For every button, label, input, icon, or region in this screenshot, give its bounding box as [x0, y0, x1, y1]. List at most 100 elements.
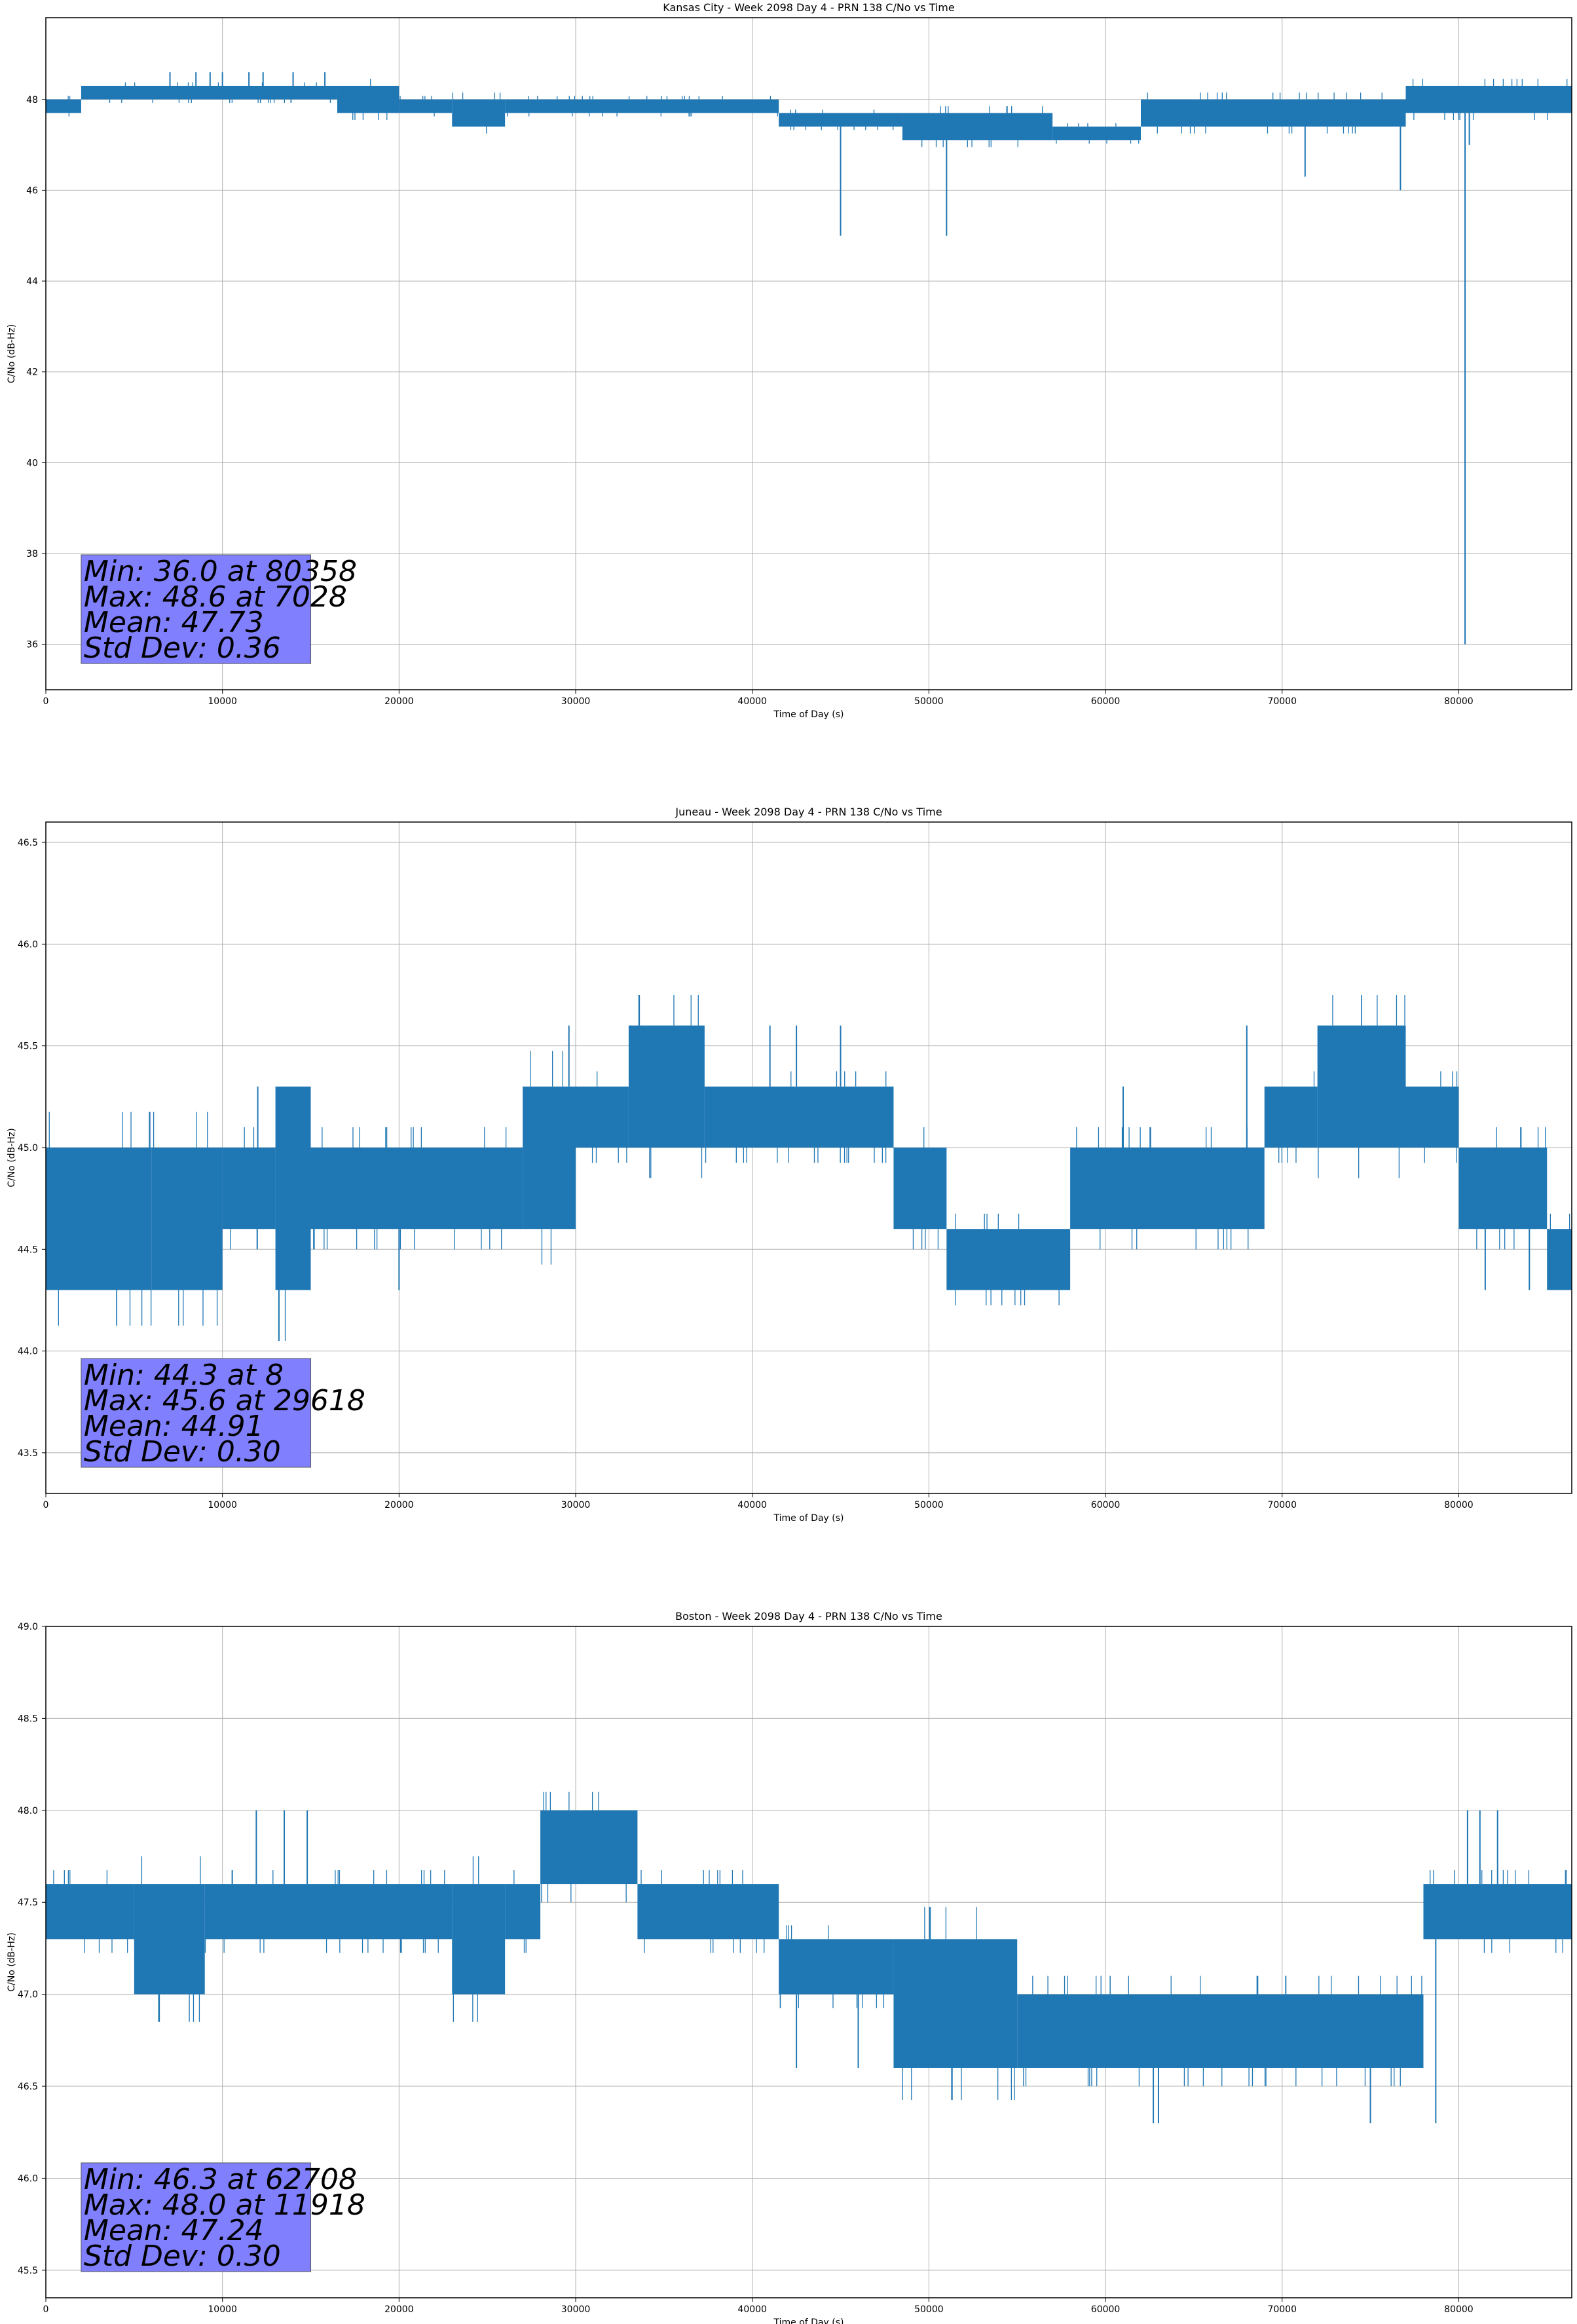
chart-0-band-8: [1052, 126, 1141, 141]
chart-0-series: [46, 72, 1572, 645]
chart-0-xtick-label: 50000: [914, 696, 944, 707]
chart-2-band-6: [637, 1884, 779, 1940]
chart-1-xtick-label: 20000: [384, 1500, 414, 1510]
chart-2-xtick-label: 10000: [208, 2304, 237, 2315]
chart-0-band-0: [46, 99, 81, 113]
chart-1-xtick-label: 0: [43, 1500, 49, 1510]
chart-2-ytick-label: 49.0: [18, 1622, 38, 1632]
chart-2-stats-box: [81, 2162, 312, 2272]
chart-0-xtick-label: 60000: [1091, 696, 1121, 707]
chart-0-ytick-label: 44: [26, 276, 38, 287]
chart-1-band-7: [628, 1025, 705, 1148]
chart-0-band-7: [902, 113, 1053, 141]
chart-0-xtick-label: 80000: [1444, 696, 1474, 707]
chart-1-xtick-label: 70000: [1267, 1500, 1297, 1510]
chart-0-band-10: [1405, 85, 1572, 113]
chart-0-xtick-label: 20000: [384, 696, 414, 707]
chart-1-title: Juneau - Week 2098 Day 4 - PRN 138 C/No …: [675, 806, 942, 818]
chart-1-band-17: [1547, 1229, 1572, 1290]
chart-1-band-11: [1070, 1147, 1106, 1229]
chart-1-xlabel: Time of Day (s): [773, 1513, 844, 1524]
chart-2-xtick-label: 20000: [384, 2304, 414, 2315]
chart-0-stats-line: Std Dev: 0.36: [84, 631, 281, 665]
chart-1-ytick-label: 46.5: [18, 838, 38, 848]
chart-2-xtick-label: 80000: [1444, 2304, 1474, 2315]
chart-2-xtick-label: 30000: [561, 2304, 591, 2315]
chart-1-band-15: [1405, 1086, 1459, 1148]
chart-0-frame: [45, 17, 1572, 690]
chart-2-band-3: [452, 1884, 506, 1995]
chart-2-stats-line: Mean: 47.24: [84, 2214, 264, 2247]
chart-1-band-8: [704, 1086, 894, 1148]
chart-2-xlabel: Time of Day (s): [773, 2317, 844, 2324]
chart-0-title: Kansas City - Week 2098 Day 4 - PRN 138 …: [663, 1, 954, 14]
chart-1-xtick-label: 40000: [737, 1500, 767, 1510]
chart-2-ytick-label: 45.5: [18, 2266, 38, 2276]
chart-1-band-2: [222, 1147, 276, 1229]
chart-2-band-8: [893, 1939, 1018, 2068]
chart-0-stats-line: Min: 36.0 at 80358: [84, 555, 357, 588]
chart-2-series: [46, 1791, 1572, 2124]
chart-0-ytick-label: 38: [26, 549, 38, 559]
chart-2-band-1: [134, 1884, 205, 1995]
chart-2-xtick-label: 50000: [914, 2304, 944, 2315]
chart-2-xtick-label: 60000: [1091, 2304, 1121, 2315]
chart-1-stats-line: Max: 45.6 at 29618: [84, 1384, 365, 1417]
chart-0-band-2: [337, 85, 399, 113]
chart-2-band-9: [1017, 1994, 1424, 2068]
chart-2-ytick-label: 48.5: [18, 1714, 38, 1724]
chart-2-band-2: [204, 1884, 453, 1940]
chart-2-band-5: [540, 1810, 638, 1884]
chart-1-band-4: [310, 1147, 523, 1229]
chart-2-stats-line: Min: 46.3 at 62708: [84, 2163, 357, 2196]
chart-2-xtick-label: 40000: [737, 2304, 767, 2315]
chart-2-ytick-label: 47.0: [18, 1990, 38, 2000]
chart-0-xtick-label: 30000: [561, 696, 591, 707]
chart-0-ytick-label: 36: [26, 640, 38, 650]
chart-0: Kansas City - Week 2098 Day 4 - PRN 138 …: [7, 1, 1572, 720]
chart-0-xtick-label: 40000: [737, 696, 767, 707]
chart-0-ytick-label: 48: [26, 95, 38, 105]
chart-2-ytick-label: 46.5: [18, 2082, 38, 2092]
chart-2-ytick-label: 48.0: [18, 1806, 38, 1816]
chart-2-title: Boston - Week 2098 Day 4 - PRN 138 C/No …: [675, 1610, 942, 1622]
chart-0-ytick-label: 42: [26, 367, 38, 378]
chart-2-band-0: [46, 1884, 134, 1940]
chart-1-frame: [45, 821, 1572, 1494]
chart-1-band-0: [46, 1147, 152, 1290]
chart-1-xtick-label: 80000: [1444, 1500, 1474, 1510]
chart-1-ytick-label: 44.5: [18, 1245, 38, 1255]
chart-1-xtick-label: 50000: [914, 1500, 944, 1510]
chart-1-ylabel: C/No (dB-Hz): [7, 1128, 17, 1187]
chart-0-stats-box: [81, 554, 312, 664]
chart-1-ytick-label: 43.5: [18, 1448, 38, 1459]
chart-1-xtick-label: 60000: [1091, 1500, 1121, 1510]
chart-0-ytick-label: 40: [26, 458, 38, 468]
chart-2-ytick-label: 47.5: [18, 1898, 38, 1908]
chart-0-band-3: [399, 99, 453, 113]
chart-0-band-4: [452, 99, 506, 127]
chart-1-ytick-label: 45.0: [18, 1143, 38, 1153]
chart-1-band-9: [893, 1147, 947, 1229]
chart-1-ytick-label: 44.0: [18, 1347, 38, 1357]
chart-0-ytick-label: 46: [26, 185, 38, 196]
chart-2-xtick-label: 0: [43, 2304, 49, 2315]
chart-0-band-9: [1140, 99, 1406, 127]
chart-1-stats-line: Mean: 44.91: [84, 1410, 264, 1443]
chart-0-band-5: [505, 99, 779, 113]
chart-0-ylabel: C/No (dB-Hz): [7, 324, 17, 383]
chart-1-series: [46, 995, 1572, 1341]
chart-2-ylabel: C/No (dB-Hz): [7, 1932, 17, 1991]
chart-2: Boston - Week 2098 Day 4 - PRN 138 C/No …: [7, 1610, 1572, 2324]
chart-1-band-6: [576, 1086, 629, 1148]
chart-0-xtick-label: 10000: [208, 696, 237, 707]
chart-0-xlabel: Time of Day (s): [773, 709, 844, 720]
chart-0-band-6: [779, 113, 902, 127]
chart-1-stats-box: [81, 1358, 312, 1468]
chart-1-xtick-label: 30000: [561, 1500, 591, 1510]
chart-2-ytick-label: 46.0: [18, 2173, 38, 2184]
chart-1-band-16: [1458, 1147, 1548, 1229]
chart-1-band-10: [946, 1229, 1071, 1290]
chart-2-frame: [45, 1626, 1572, 2298]
